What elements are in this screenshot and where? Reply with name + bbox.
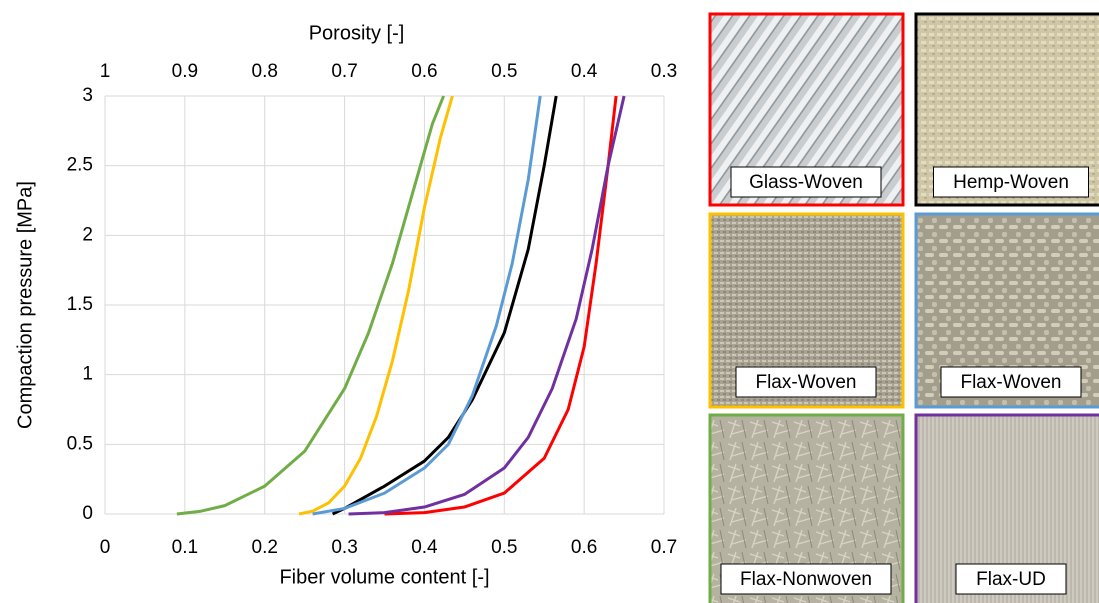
y-tick-label: 2.5 bbox=[67, 155, 93, 176]
panels bbox=[710, 14, 1099, 603]
x-tick-label: 0.4 bbox=[411, 537, 438, 558]
legend-label: Flax-Woven bbox=[960, 372, 1061, 393]
y-tick-label: 0 bbox=[82, 503, 93, 524]
legend-label: Flax-Woven bbox=[755, 372, 856, 393]
figure: 0 0.5 1 1.5 2 2.5 3 0 0.1 0.2 0.3 0.4 0.5 0.6 0.7 1 0.9 0… bbox=[0, 0, 1099, 603]
legend-label: Flax-Nonwoven bbox=[740, 569, 872, 590]
y-tick-label: 1 bbox=[82, 364, 93, 385]
x-tick-label: 0.2 bbox=[252, 537, 278, 558]
x2-tick-label: 1 bbox=[100, 61, 111, 82]
legend-label: Flax-UD bbox=[976, 569, 1046, 590]
x-tick-label: 0 bbox=[100, 537, 111, 558]
y-tick-label: 1.5 bbox=[67, 294, 93, 315]
x-tick-label: 0.3 bbox=[331, 537, 357, 558]
x2-tick-label: 0.6 bbox=[411, 61, 437, 82]
x-axis-title: Fiber volume content [-] bbox=[279, 566, 489, 588]
x-tick-label: 0.1 bbox=[172, 537, 198, 558]
x-tick-label: 0.7 bbox=[651, 537, 677, 558]
x2-tick-label: 0.8 bbox=[252, 61, 278, 82]
y-tick-label: 0.5 bbox=[67, 433, 93, 454]
x2-tick-label: 0.4 bbox=[571, 61, 598, 82]
x2-tick-label: 0.7 bbox=[331, 61, 357, 82]
legend-label: Hemp-Woven bbox=[953, 172, 1069, 193]
x2-axis-title: Porosity [-] bbox=[309, 22, 405, 44]
y-axis-title: Compaction pressure [MPa] bbox=[14, 181, 36, 429]
y-tick-label: 3 bbox=[82, 85, 93, 106]
x-tick-label: 0.6 bbox=[571, 537, 597, 558]
x2-tick-label: 0.9 bbox=[172, 61, 198, 82]
y-tick-label: 2 bbox=[82, 224, 93, 245]
x2-tick-label: 0.3 bbox=[651, 61, 677, 82]
x2-tick-label: 0.5 bbox=[491, 61, 517, 82]
x-tick-label: 0.5 bbox=[491, 537, 517, 558]
page: {"chart_data": {"type": "line", "xlabel"… bbox=[0, 0, 1099, 603]
legend-label: Glass-Woven bbox=[749, 172, 863, 193]
